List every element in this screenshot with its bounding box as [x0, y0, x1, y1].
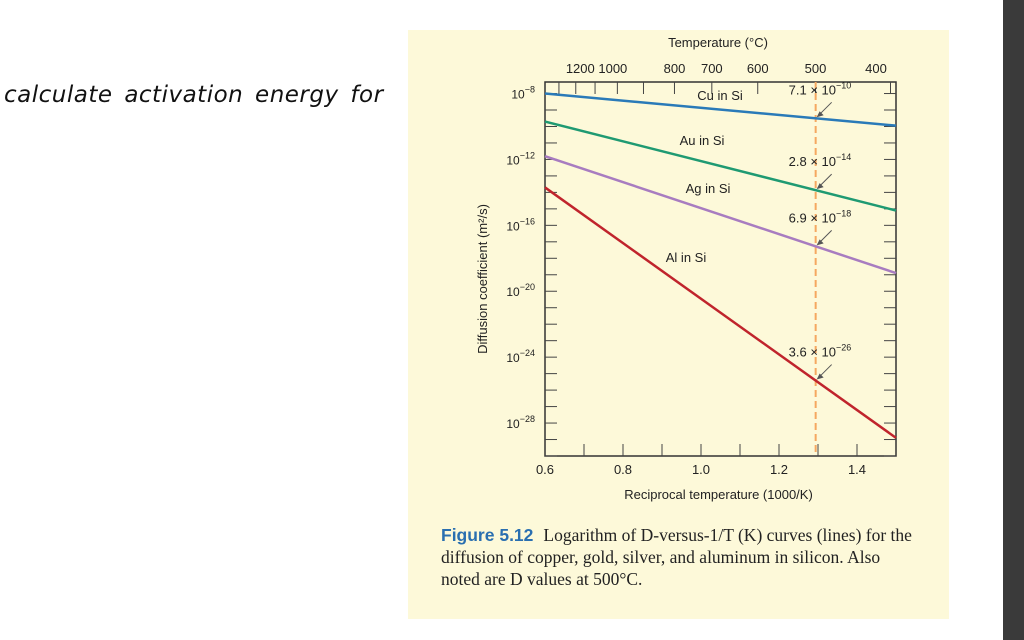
- y-tick-label: 10−12: [506, 150, 535, 167]
- x-tick-label: 1.4: [848, 462, 866, 477]
- arrowhead: [816, 183, 824, 190]
- top-axis-label: Temperature (°C): [668, 35, 768, 50]
- top-tick-label: 800: [664, 61, 686, 76]
- x-tick-label: 1.0: [692, 462, 710, 477]
- series-label-ag: Ag in Si: [686, 181, 731, 196]
- series-line-au: [544, 120, 897, 212]
- x-axis-label: Reciprocal temperature (1000/K): [624, 487, 813, 502]
- y-tick-label: 10−16: [506, 216, 535, 233]
- value-annotation-cu: 7.1 × 10−10: [789, 80, 852, 97]
- y-tick-label: 10−28: [506, 414, 535, 431]
- series-line-al: [544, 186, 897, 439]
- y-tick-label: 10−8: [511, 85, 535, 102]
- arrowhead: [816, 239, 824, 246]
- arrowhead: [816, 111, 824, 118]
- value-annotation-al: 3.6 × 10−26: [789, 343, 852, 360]
- top-tick-label: 400: [865, 61, 887, 76]
- caption-text: Logarithm of D-versus-1/T (K) curves (li…: [441, 525, 912, 589]
- series-line-cu: [544, 92, 897, 127]
- value-annotation-ag: 6.9 × 10−18: [789, 208, 852, 225]
- arrowhead: [816, 373, 824, 380]
- y-axis-label: Diffusion coefficient (m²/s): [475, 204, 490, 354]
- figure-label: Figure 5.12: [441, 525, 534, 545]
- x-tick-label: 1.2: [770, 462, 788, 477]
- top-tick-label: 1200 1000: [566, 61, 627, 76]
- x-tick-label: 0.6: [536, 462, 554, 477]
- scrollbar[interactable]: [1003, 0, 1024, 640]
- series-line-ag: [544, 154, 897, 275]
- x-tick-label: 0.8: [614, 462, 632, 477]
- series-label-au: Au in Si: [680, 133, 725, 148]
- top-tick-label: 500: [805, 61, 827, 76]
- top-tick-label: 600: [747, 61, 769, 76]
- y-tick-label: 10−20: [506, 282, 535, 299]
- prompt-text: calculate activation energy for: [4, 82, 384, 108]
- value-annotation-au: 2.8 × 10−14: [789, 152, 852, 169]
- figure-panel: [408, 30, 949, 619]
- series-label-cu: Cu in Si: [697, 88, 743, 103]
- plot-frame: [544, 81, 897, 457]
- top-tick-label: 700: [701, 61, 723, 76]
- series-label-al: Al in Si: [666, 250, 707, 265]
- y-tick-label: 10−24: [506, 348, 535, 365]
- figure-caption: Figure 5.12 Logarithm of D-versus-1/T (K)…: [441, 524, 921, 590]
